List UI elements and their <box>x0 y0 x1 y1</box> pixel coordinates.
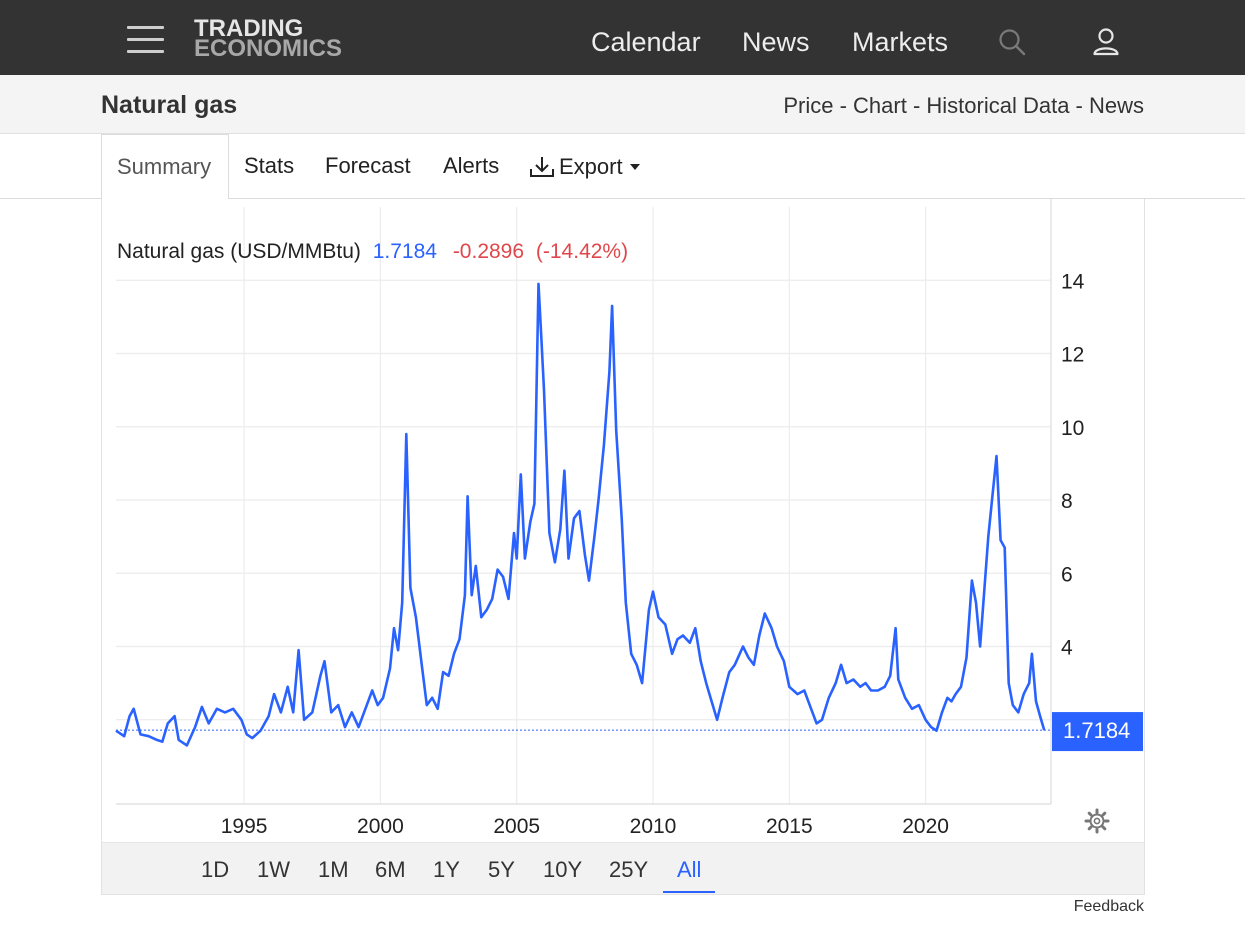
y-axis-ticks: 2468101214 <box>1061 270 1085 733</box>
x-axis-ticks: 1995 2000 2005 2010 2015 2020 <box>221 815 949 838</box>
range-6m[interactable]: 6M <box>375 857 406 882</box>
nav-calendar[interactable]: Calendar <box>591 27 701 57</box>
x-tick-label: 2020 <box>902 815 949 838</box>
y-tick-label: 10 <box>1061 417 1084 440</box>
range-1y[interactable]: 1Y <box>433 857 460 882</box>
legend-series-name: Natural gas (USD/MMBtu) <box>117 240 361 263</box>
range-25y[interactable]: 25Y <box>609 857 649 882</box>
legend-change: -0.2896 <box>453 240 524 263</box>
legend-value: 1.7184 <box>373 240 438 263</box>
legend: Natural gas (USD/MMBtu) 1.7184 -0.2896 (… <box>117 240 628 263</box>
range-all[interactable]: All <box>677 857 702 882</box>
range-active-indicator <box>663 891 715 893</box>
download-icon <box>530 156 554 177</box>
series-line <box>115 282 1046 747</box>
user-icon[interactable] <box>1092 27 1120 57</box>
logo-line-1: TRADING <box>194 15 304 42</box>
x-tick-label: 2010 <box>630 815 677 838</box>
y-tick-label: 14 <box>1061 270 1085 293</box>
y-tick-label: 8 <box>1061 490 1073 513</box>
last-price-tag: 1.7184 <box>1052 712 1143 752</box>
nav-news[interactable]: News <box>742 27 810 57</box>
x-tick-label: 2000 <box>357 815 404 838</box>
tab-alerts[interactable]: Alerts <box>443 153 500 178</box>
y-tick-label: 4 <box>1061 637 1073 660</box>
x-tick-label: 2015 <box>766 815 813 838</box>
logo-line-2: ECONOMICS <box>194 35 343 62</box>
logo[interactable]: TRADING ECONOMICS <box>194 15 343 62</box>
top-nav: TRADING ECONOMICS Calendar News Markets <box>0 0 1245 75</box>
x-tick-label: 1995 <box>221 815 268 838</box>
caret-down-icon <box>629 163 640 170</box>
x-tick-label: 2005 <box>493 815 540 838</box>
search-icon[interactable] <box>998 28 1026 56</box>
tab-stats[interactable]: Stats <box>244 153 295 178</box>
chart-grid <box>116 199 1052 805</box>
range-5y[interactable]: 5Y <box>488 857 515 882</box>
tab-forecast[interactable]: Forecast <box>325 153 411 178</box>
range-1d[interactable]: 1D <box>201 857 230 882</box>
range-selector: 1D 1W 1M 6M 1Y 5Y 10Y 25Y All <box>102 842 1144 894</box>
page-header: Natural gas Price - Chart - Historical D… <box>0 75 1245 134</box>
menu-icon[interactable] <box>127 26 164 54</box>
range-1m[interactable]: 1M <box>318 857 349 882</box>
range-10y[interactable]: 10Y <box>543 857 583 882</box>
y-tick-label: 12 <box>1061 344 1084 367</box>
legend-change-pct: (-14.42%) <box>536 240 628 263</box>
feedback-link[interactable]: Feedback <box>1073 898 1144 915</box>
page-title: Natural gas <box>101 91 238 119</box>
settings-icon <box>1084 808 1110 834</box>
y-tick-label: 6 <box>1061 563 1073 586</box>
tab-bar: Summary Stats Forecast Alerts Export <box>0 134 1245 200</box>
section-links[interactable]: Price - Chart - Historical Data - News <box>783 93 1144 118</box>
tab-summary[interactable]: Summary <box>101 134 229 200</box>
tab-export[interactable]: Export <box>529 134 642 199</box>
range-1w[interactable]: 1W <box>257 857 290 882</box>
export-label: Export <box>559 153 623 179</box>
svg-text:1.7184: 1.7184 <box>1063 718 1130 743</box>
nav-markets[interactable]: Markets <box>852 27 949 57</box>
